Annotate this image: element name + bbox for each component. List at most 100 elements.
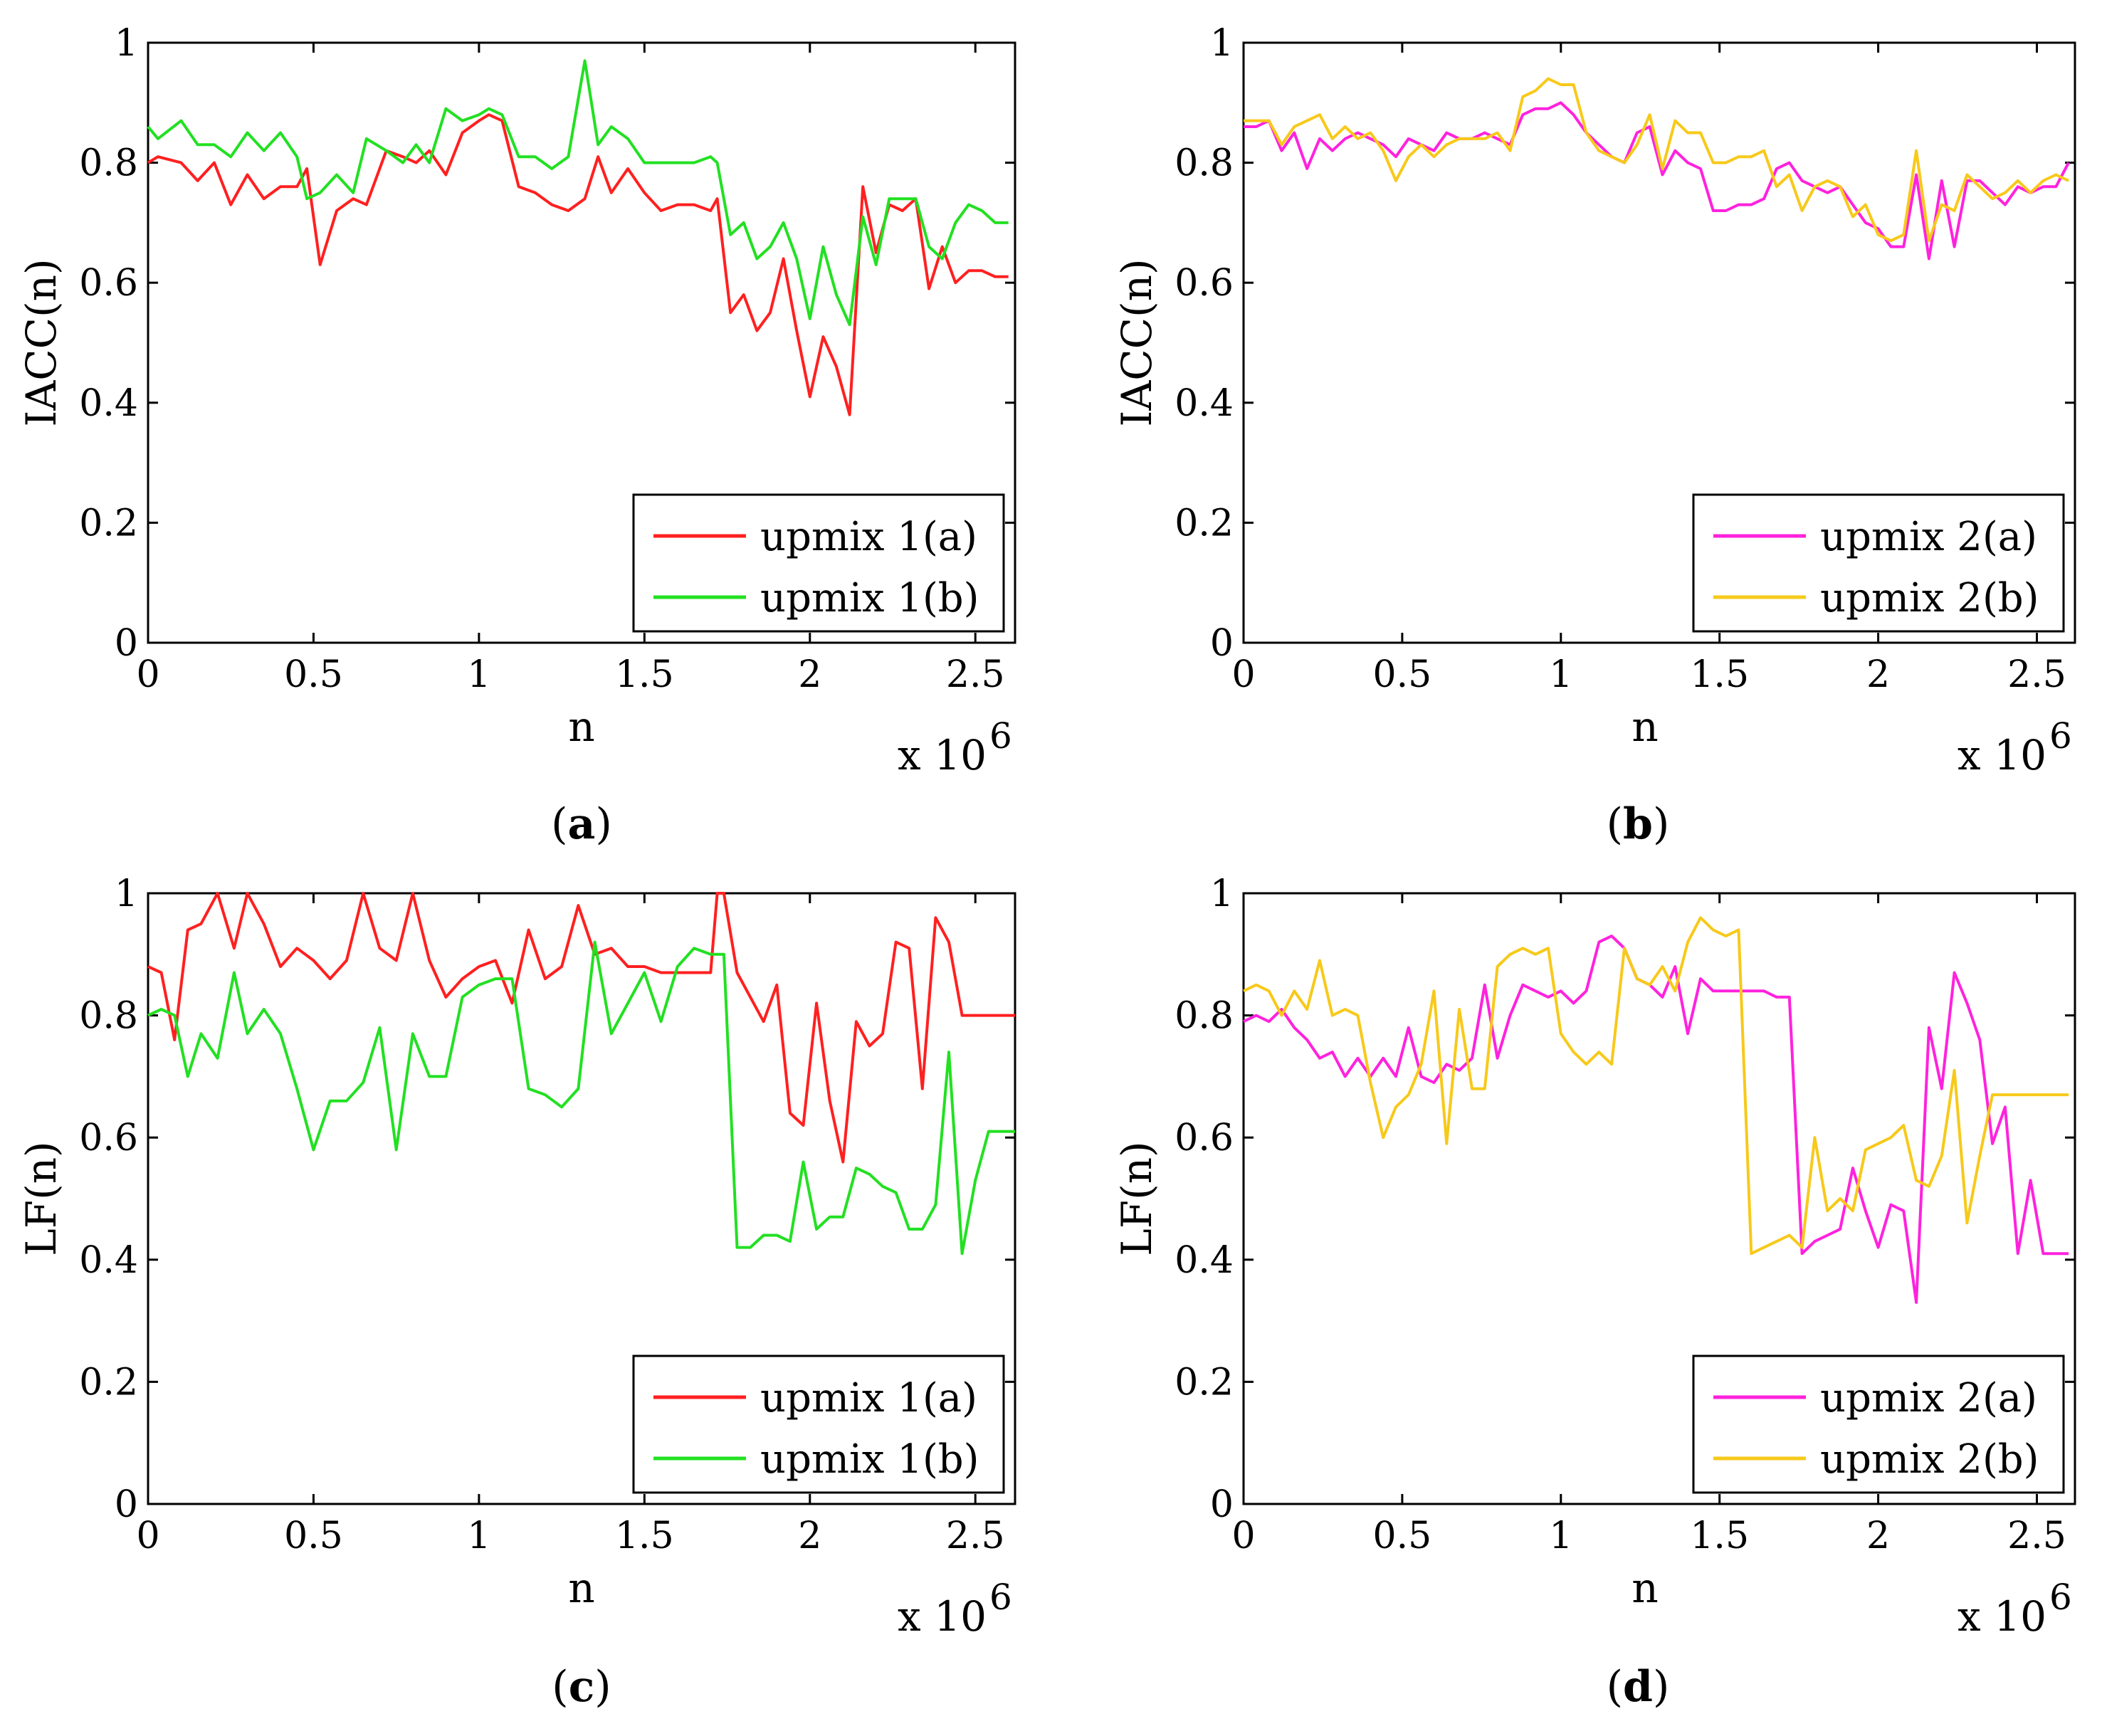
- x-tick-label: 0: [136, 1515, 159, 1557]
- legend-label-2: upmix 2(b): [1820, 575, 2039, 621]
- x-tick-label: 1.5: [1690, 1515, 1749, 1557]
- y-tick-label: 1: [1210, 873, 1234, 915]
- y-tick-label: 1: [1210, 22, 1234, 65]
- x-exponent: 6: [989, 1577, 1012, 1618]
- legend-label-1: upmix 2(a): [1820, 514, 2037, 560]
- x-tick-label: 2.5: [946, 1515, 1005, 1557]
- x-tick-label: 0: [136, 653, 159, 696]
- panel-label: (c): [552, 1662, 611, 1712]
- series-line-2: [1244, 77, 2069, 243]
- panel-label: (d): [1607, 1662, 1670, 1712]
- series-line-2: [147, 59, 1009, 327]
- legend-label-1: upmix 1(a): [760, 514, 977, 560]
- y-tick-label: 0.6: [1175, 1117, 1234, 1159]
- legend-box: [632, 493, 1005, 633]
- x-tick-label: 2: [1866, 1515, 1890, 1557]
- legend: upmix 1(a) upmix 1(b): [632, 1354, 1005, 1494]
- panel-d: 0 0.5 1 1.5 2 2.5 0 0.2 0.4 0.6 0.8 1 n LF(n) x 10 6 upm…: [1113, 873, 2076, 1712]
- x-axis-label: n: [1631, 1564, 1658, 1612]
- plot-frame: [1242, 892, 2076, 1505]
- legend: upmix 2(a) upmix 2(b): [1692, 493, 2065, 633]
- legend: upmix 1(a) upmix 1(b): [632, 493, 1005, 633]
- x-multiplier: x 10: [1958, 1592, 2046, 1641]
- y-axis-label: LF(n): [1113, 1141, 1161, 1256]
- x-tick-label: 2.5: [946, 653, 1005, 696]
- y-tick-label: 0.8: [1175, 995, 1234, 1038]
- panel-label: (a): [551, 799, 612, 849]
- x-tick-label: 1.5: [615, 1515, 674, 1557]
- x-exponent: 6: [989, 715, 1012, 757]
- legend: upmix 2(a) upmix 2(b): [1692, 1354, 2065, 1494]
- plot-frame: [147, 41, 1016, 644]
- y-tick-label: 0.6: [79, 1117, 138, 1159]
- series-line-1: [1244, 101, 2070, 261]
- y-tick-label: 0.2: [1175, 1361, 1234, 1404]
- y-tick-label: 0.6: [1175, 262, 1234, 305]
- x-tick-label: 1: [467, 1515, 490, 1557]
- x-tick-label: 1.5: [1690, 653, 1749, 696]
- y-tick-label: 0: [1210, 622, 1234, 665]
- y-tick-label: 0.8: [79, 995, 138, 1038]
- legend-label-2: upmix 2(b): [1820, 1436, 2039, 1483]
- x-tick-label: 2: [1866, 653, 1890, 696]
- y-tick-label: 0.4: [1175, 1239, 1234, 1282]
- x-tick-label: 0.5: [284, 1515, 343, 1557]
- series-line-1: [147, 892, 1015, 1164]
- series-line-2: [1243, 916, 2069, 1256]
- legend-box: [632, 1354, 1005, 1494]
- y-axis-label: IACC(n): [17, 258, 65, 426]
- x-multiplier: x 10: [1958, 731, 2046, 779]
- x-tick-label: 0.5: [1373, 653, 1432, 696]
- x-tick-label: 0: [1231, 653, 1255, 696]
- x-tick-label: 2.5: [2007, 653, 2066, 696]
- y-tick-label: 0.8: [1175, 142, 1234, 185]
- y-axis-label: IACC(n): [1113, 258, 1161, 426]
- x-tick-label: 2: [798, 653, 821, 696]
- legend-box: [1692, 493, 2065, 633]
- panel-a: 0 0.5 1 1.5 2 2.5 0 0.2 0.4 0.6 0.8 1 n IACC(n) x 10 6 u…: [17, 22, 1016, 849]
- legend-box: [1692, 1354, 2065, 1494]
- series-line-2: [147, 940, 1015, 1256]
- plot-frame: [1242, 41, 2076, 644]
- x-tick-label: 1: [1549, 1515, 1572, 1557]
- x-axis-label: n: [568, 703, 594, 751]
- y-tick-label: 0: [115, 1483, 138, 1526]
- legend-label-2: upmix 1(b): [760, 1436, 979, 1483]
- y-tick-label: 1: [115, 22, 138, 65]
- legend-label-1: upmix 1(a): [760, 1375, 977, 1421]
- x-axis-label: n: [568, 1564, 594, 1612]
- y-tick-label: 0.2: [79, 502, 138, 545]
- x-tick-label: 1: [1549, 653, 1572, 696]
- legend-label-2: upmix 1(b): [760, 575, 979, 621]
- x-tick-label: 1: [467, 653, 490, 696]
- y-tick-label: 1: [115, 873, 138, 915]
- y-tick-label: 0.6: [79, 262, 138, 305]
- y-tick-label: 0.2: [79, 1361, 138, 1404]
- panel-b: 0 0.5 1 1.5 2 2.5 0 0.2 0.4 0.6 0.8 1 n IACC(n) x 10 6 u…: [1113, 22, 2076, 849]
- x-exponent: 6: [2049, 1577, 2072, 1618]
- panel-label: (b): [1607, 799, 1670, 849]
- x-axis-label: n: [1631, 703, 1658, 751]
- y-tick-label: 0: [1210, 1483, 1234, 1526]
- y-tick-label: 0.4: [79, 1239, 138, 1282]
- plot-frame: [147, 892, 1016, 1505]
- y-tick-label: 0: [115, 622, 138, 665]
- y-axis-label: LF(n): [17, 1141, 65, 1256]
- legend-label-1: upmix 2(a): [1820, 1375, 2037, 1421]
- x-tick-label: 1.5: [615, 653, 674, 696]
- x-multiplier: x 10: [898, 731, 987, 779]
- x-tick-label: 0.5: [284, 653, 343, 696]
- y-tick-label: 0.4: [1175, 382, 1234, 425]
- x-tick-label: 2: [798, 1515, 821, 1557]
- panel-c: 0 0.5 1 1.5 2 2.5 0 0.2 0.4 0.6 0.8 1 n LF(n) x 10 6 upm…: [17, 873, 1016, 1712]
- x-exponent: 6: [2049, 715, 2072, 757]
- y-tick-label: 0.4: [79, 382, 138, 425]
- series-line-1: [1243, 935, 2069, 1304]
- series-line-1: [147, 113, 1009, 416]
- y-tick-label: 0.8: [79, 142, 138, 185]
- y-tick-label: 0.2: [1175, 502, 1234, 545]
- x-tick-label: 0.5: [1373, 1515, 1432, 1557]
- x-tick-label: 2.5: [2007, 1515, 2066, 1557]
- x-multiplier: x 10: [898, 1592, 987, 1641]
